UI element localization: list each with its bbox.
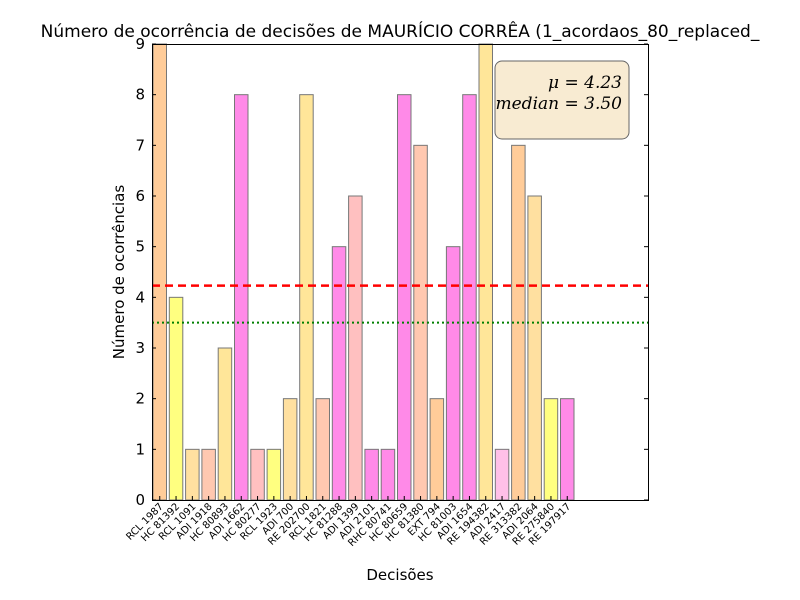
bar [168,296,184,501]
y-axis-ticks: 0 1 2 3 4 5 6 7 8 9 [135,35,648,509]
bar [282,398,298,501]
bar [234,94,249,501]
bar [364,448,379,501]
bar [380,448,396,501]
y-tick-label: 2 [135,390,145,408]
bar [478,43,493,501]
median-annotation: median = 3.50 [496,94,623,114]
bar [348,195,363,501]
bar [543,398,559,501]
bar [462,94,477,501]
bar [217,347,233,501]
y-tick-label: 0 [135,491,145,509]
bar [413,144,428,501]
y-axis-label: Número de ocorrências [110,185,128,360]
bar [397,94,412,501]
y-tick-label: 5 [135,238,145,256]
x-axis-label: Decisões [366,566,433,584]
bar [527,195,542,501]
bar [152,43,167,501]
y-tick-label: 9 [135,35,145,53]
mean-annotation: μ = 4.23 [548,73,622,93]
bar [299,94,314,501]
bar [266,448,282,501]
chart-title: Número de ocorrência de decisões de MAUR… [41,20,760,42]
bar [315,398,330,501]
plot-frame [152,44,649,501]
y-tick-label: 7 [135,136,145,154]
y-tick-label: 3 [135,339,145,357]
bar [201,448,216,501]
y-tick-label: 8 [135,86,145,104]
bar [185,448,200,501]
reference-lines [152,284,648,324]
bar [429,398,445,501]
stats-annotation-box: μ = 4.23 median = 3.50 [494,60,630,140]
y-tick-label: 1 [135,440,145,458]
bar [494,448,510,501]
bar [560,398,575,501]
y-tick-label: 6 [135,187,145,205]
y-tick-label: 4 [135,288,145,306]
bar [250,448,265,501]
